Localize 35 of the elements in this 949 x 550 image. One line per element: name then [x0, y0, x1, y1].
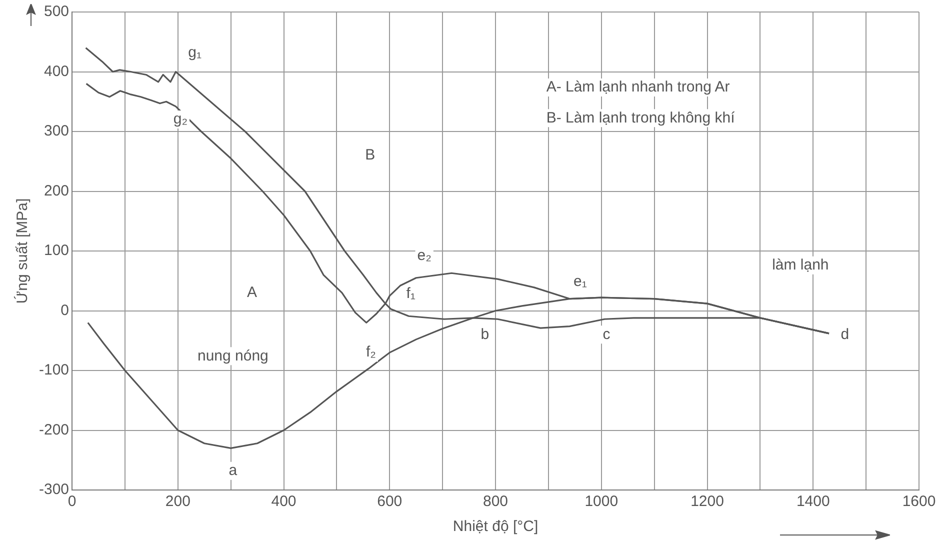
x-axis-title: Nhiệt độ [°C] — [452, 518, 538, 536]
y-tick-label: -100 — [38, 362, 70, 379]
x-tick-label: 1400 — [796, 493, 830, 510]
y-tick-label: 300 — [44, 122, 70, 140]
annotation: a — [228, 462, 238, 480]
annotation: nung nóng — [197, 347, 268, 364]
y-tick-label: 0 — [60, 302, 70, 319]
annotation: c — [602, 326, 611, 343]
x-tick-label: 1600 — [902, 493, 936, 510]
annotation: e₁ — [574, 273, 587, 290]
y-tick-label: 400 — [44, 62, 70, 80]
annotation: g₁ — [188, 44, 202, 61]
y-tick-label: 200 — [44, 182, 70, 200]
y-tick-label: -300 — [38, 481, 70, 498]
annotation: g₂ — [173, 110, 188, 128]
annotation: e₂ — [417, 246, 432, 264]
annotation: làm lạnh — [772, 256, 829, 274]
annotation: A — [246, 284, 258, 301]
annotation: f₁ — [406, 285, 416, 302]
y-axis-title: Ứng suất [MPa] — [13, 198, 32, 304]
annotation: b — [480, 326, 490, 343]
x-tick-label: 1000 — [584, 493, 618, 510]
annotation: B- Làm lạnh trong không khí — [546, 109, 736, 126]
x-tick-label: 600 — [377, 493, 402, 510]
y-tick-label: 100 — [44, 242, 70, 260]
x-tick-label: 1200 — [690, 493, 724, 510]
y-tick-label: 500 — [44, 3, 70, 20]
annotation: f₂ — [366, 344, 376, 361]
x-tick-label: 800 — [482, 493, 508, 510]
x-tick-label: 200 — [165, 493, 190, 510]
annotation: d — [840, 326, 850, 343]
annotation: A- Làm lạnh nhanh trong Ar — [546, 78, 730, 96]
y-tick-label: -200 — [38, 421, 70, 438]
annotation: B — [365, 146, 376, 164]
x-tick-label: 400 — [271, 493, 296, 510]
